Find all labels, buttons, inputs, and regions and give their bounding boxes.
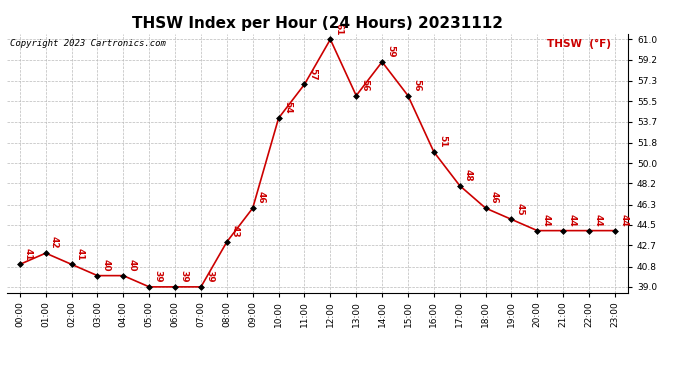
Text: 44: 44	[542, 214, 551, 226]
Title: THSW Index per Hour (24 Hours) 20231112: THSW Index per Hour (24 Hours) 20231112	[132, 16, 503, 31]
Text: 56: 56	[412, 79, 421, 92]
Text: 51: 51	[438, 135, 447, 148]
Text: 59: 59	[386, 45, 395, 58]
Text: 46: 46	[257, 191, 266, 204]
Text: 43: 43	[231, 225, 240, 238]
Text: 44: 44	[567, 214, 576, 226]
Text: 57: 57	[308, 68, 317, 80]
Text: 39: 39	[179, 270, 188, 283]
Text: 40: 40	[101, 259, 110, 272]
Text: 46: 46	[490, 191, 499, 204]
Text: 39: 39	[205, 270, 214, 283]
Text: 45: 45	[515, 202, 524, 215]
Text: Copyright 2023 Cartronics.com: Copyright 2023 Cartronics.com	[10, 39, 166, 48]
Text: 41: 41	[76, 248, 85, 260]
Text: 54: 54	[283, 101, 292, 114]
Text: 61: 61	[335, 23, 344, 35]
Text: 39: 39	[153, 270, 162, 283]
Text: THSW  (°F): THSW (°F)	[547, 39, 611, 49]
Text: 56: 56	[360, 79, 369, 92]
Text: 41: 41	[24, 248, 33, 260]
Text: 44: 44	[593, 214, 602, 226]
Text: 48: 48	[464, 169, 473, 182]
Text: 44: 44	[619, 214, 628, 226]
Text: 42: 42	[50, 236, 59, 249]
Text: 40: 40	[128, 259, 137, 272]
